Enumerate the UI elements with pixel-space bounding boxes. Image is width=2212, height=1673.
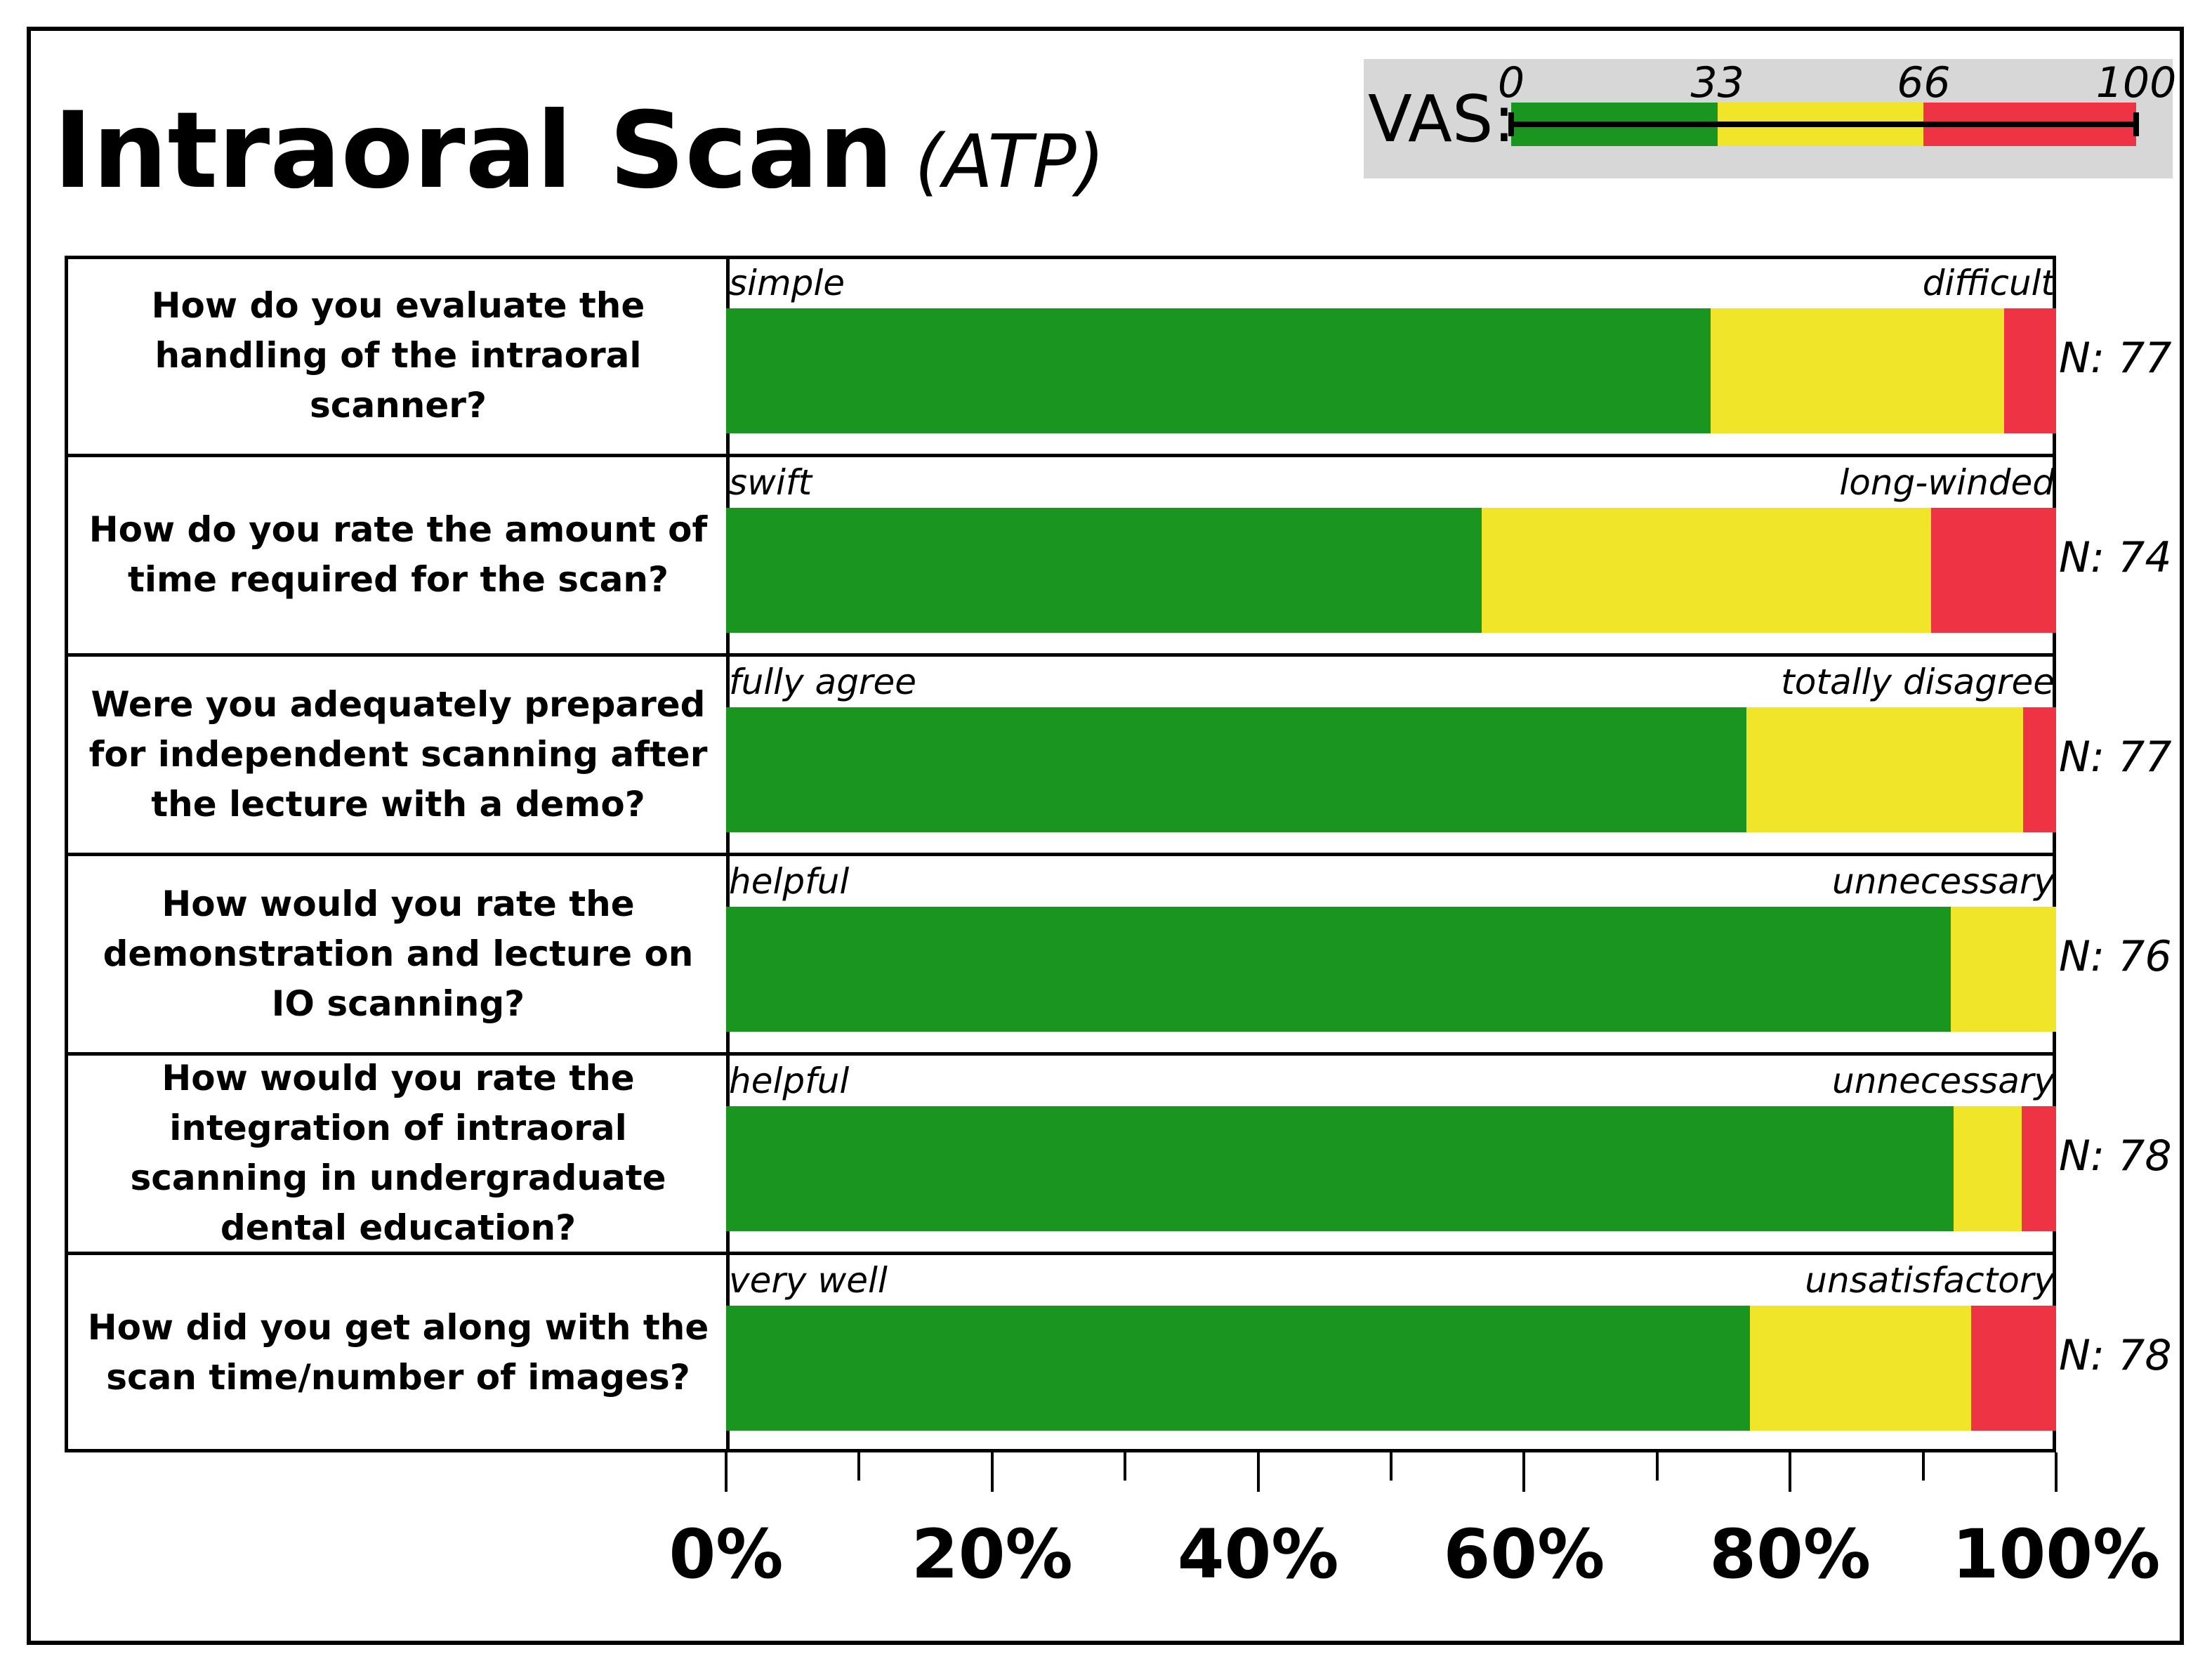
left-anchor-label: helpful: [729, 1061, 850, 1101]
bar-segment: [1746, 707, 2023, 832]
right-anchor-label: totally disagree: [1781, 662, 2055, 702]
x-axis-tick: [1921, 1452, 1925, 1481]
x-axis-tick-label: 80%: [1709, 1515, 1871, 1594]
x-axis-tick: [1124, 1452, 1127, 1481]
x-axis-tick: [1522, 1452, 1526, 1492]
row-divider: [65, 1052, 2056, 1056]
vas-legend-tick-label: 66: [1897, 58, 1951, 107]
question-cell: Were you adequately prepared for indepen…: [88, 683, 708, 825]
x-axis-tick: [857, 1452, 861, 1481]
right-anchor-label: long-winded: [1839, 462, 2055, 503]
vas-legend-cap: [1508, 112, 1514, 136]
row-divider: [65, 1252, 2056, 1255]
left-anchor-label: fully agree: [729, 662, 917, 702]
bar-segment: [1951, 907, 2056, 1032]
row-divider: [65, 653, 2056, 657]
question-cell: How would you rate the integration of in…: [130, 1058, 666, 1248]
bar-segment: [2021, 1106, 2056, 1231]
sample-size-label: N: 78: [2059, 1331, 2172, 1380]
x-axis-tick: [990, 1452, 994, 1492]
right-anchor-label: difficult: [1922, 263, 2055, 303]
x-axis-tick-label: 0%: [669, 1515, 784, 1594]
sample-size-label: N: 74: [2059, 533, 2172, 582]
bar-segment: [726, 1306, 1751, 1431]
bar-segment: [1481, 508, 1931, 633]
question-cell: How would you rate the demonstration and…: [103, 883, 694, 1024]
chart-title: Intraoral Scan (ATP): [53, 98, 1105, 204]
vas-legend-tick-label: 0: [1497, 58, 1525, 107]
vas-legend-cap: [2133, 112, 2139, 136]
question-cell: How did you get along with the scan time…: [87, 1307, 709, 1398]
bar-segment: [2004, 308, 2056, 433]
bar-segment: [726, 907, 1951, 1032]
x-axis-tick-label: 20%: [911, 1515, 1073, 1594]
x-axis-tick: [1789, 1452, 1792, 1492]
x-axis-tick: [725, 1452, 728, 1492]
bar-segment: [1710, 308, 2005, 433]
left-anchor-label: simple: [729, 263, 845, 303]
x-axis-tick: [1390, 1452, 1393, 1481]
question-cell: How do you rate the amount of time requi…: [88, 509, 708, 600]
right-anchor-label: unsatisfactory: [1805, 1260, 2055, 1301]
title-main: Intraoral Scan: [53, 90, 894, 212]
x-axis-tick: [1256, 1452, 1260, 1492]
sample-size-label: N: 77: [2059, 334, 2172, 383]
sample-size-label: N: 77: [2059, 733, 2172, 782]
x-axis-tick-label: 60%: [1443, 1515, 1605, 1594]
bar-segment: [726, 707, 1746, 832]
x-axis-tick: [2055, 1452, 2058, 1492]
vas-legend-tick-label: 33: [1690, 58, 1744, 107]
vas-legend-tick-label: 100: [2095, 58, 2177, 107]
right-anchor-label: unnecessary: [1832, 1061, 2055, 1101]
left-anchor-label: helpful: [729, 861, 850, 902]
x-axis-tick-label: 40%: [1177, 1515, 1339, 1594]
vas-legend-label: VAS:: [1368, 81, 1515, 157]
figure-frame: [27, 27, 2184, 1645]
bar-segment: [1954, 1106, 2022, 1231]
x-axis-tick-label: 100%: [1951, 1515, 2161, 1594]
question-cell: How do you evaluate the handling of the …: [151, 284, 645, 426]
bar-segment: [2022, 707, 2056, 832]
bar-segment: [1930, 508, 2056, 633]
bar-segment: [1970, 1306, 2056, 1431]
sample-size-label: N: 78: [2059, 1131, 2172, 1181]
left-anchor-label: very well: [729, 1260, 888, 1301]
row-divider: [65, 454, 2056, 457]
x-axis-tick: [1655, 1452, 1659, 1481]
left-anchor-label: swift: [729, 462, 812, 503]
row-divider: [65, 853, 2056, 856]
bar-segment: [726, 308, 1711, 433]
sample-size-label: N: 76: [2059, 932, 2172, 981]
bar-segment: [726, 508, 1482, 633]
right-anchor-label: unnecessary: [1832, 861, 2055, 902]
bar-segment: [726, 1106, 1954, 1231]
title-subtitle: (ATP): [914, 119, 1105, 204]
bar-segment: [1750, 1306, 1971, 1431]
vas-legend-line: [1511, 122, 2136, 127]
